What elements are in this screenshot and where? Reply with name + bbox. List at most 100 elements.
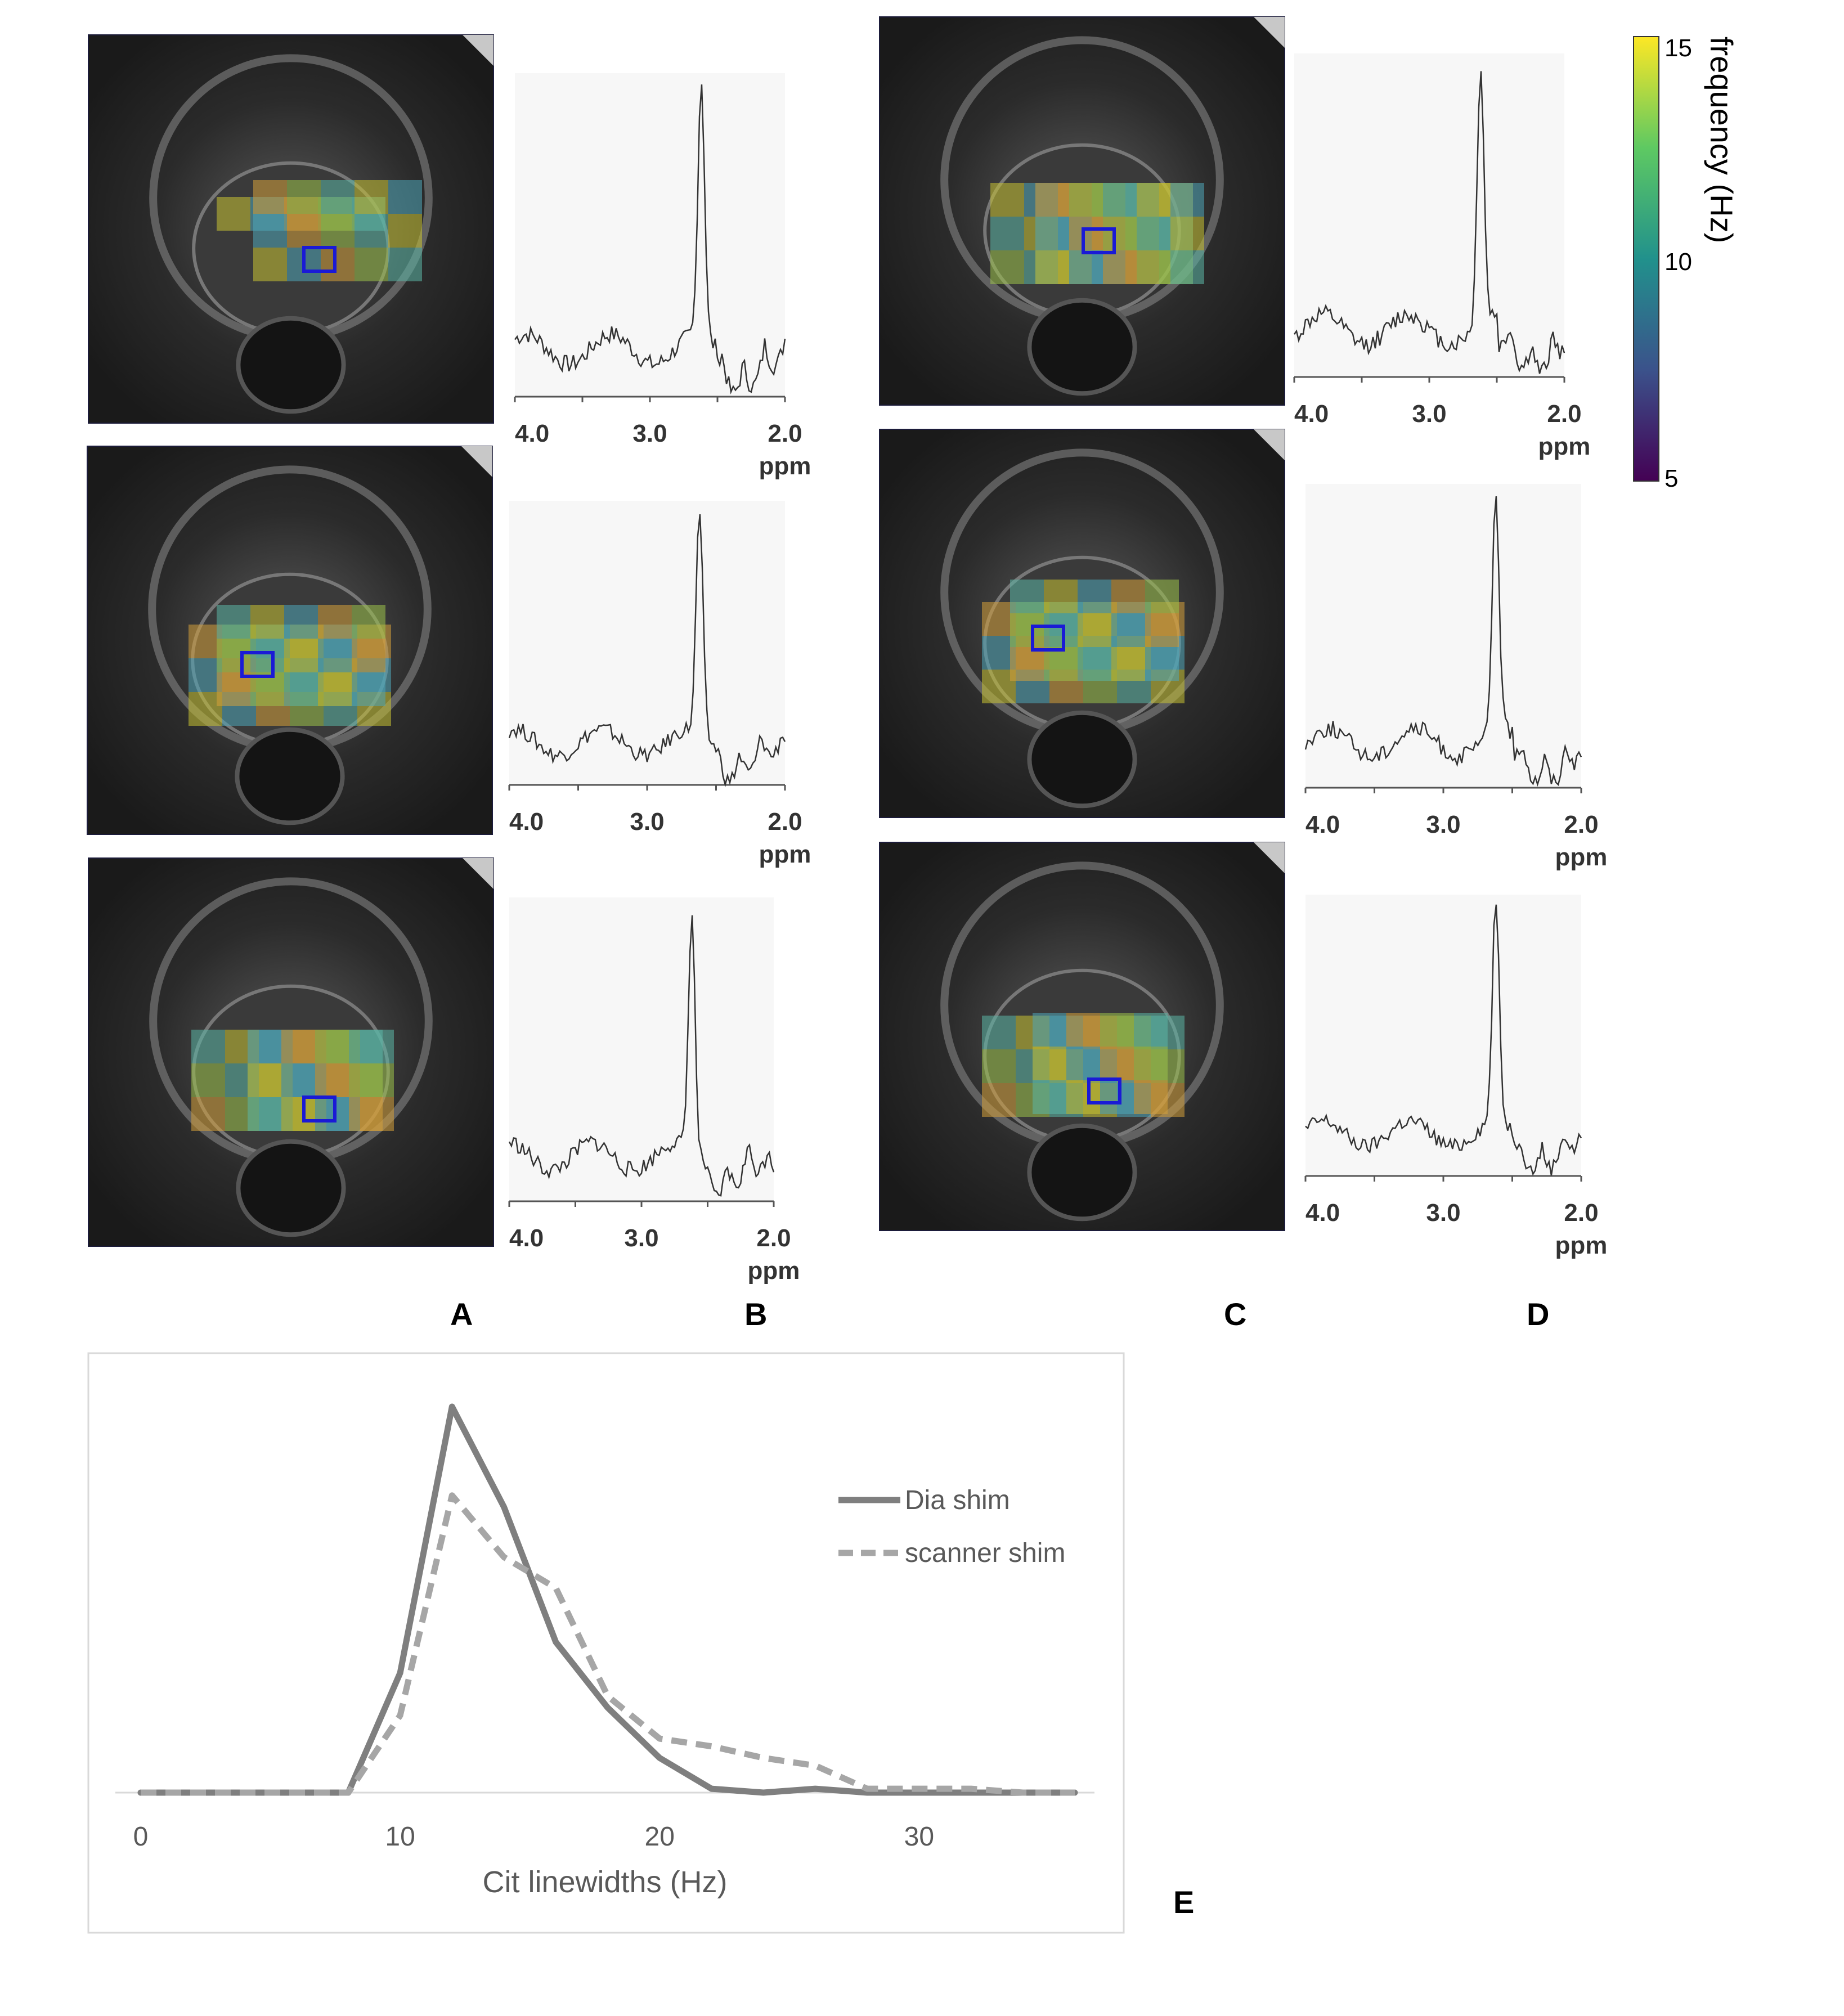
spectrum-tick-label: 4.0	[509, 808, 544, 836]
linewidth-overlay-cell	[248, 1063, 281, 1097]
linewidth-overlay-cell	[1078, 580, 1111, 613]
linewidth-overlay-cell	[982, 1049, 1016, 1083]
spectrum-background	[1305, 895, 1581, 1176]
linewidth-overlay-cell	[1078, 647, 1111, 681]
linewidth-overlay-cell	[217, 605, 250, 639]
spectrum-tick-label: 3.0	[1412, 400, 1446, 428]
spectrum-tick-label: 2.0	[1564, 1199, 1598, 1227]
linewidth-overlay-cell	[1103, 183, 1137, 217]
chart-x-ticks: 0 10 20 30	[133, 1822, 934, 1852]
spectra-column-b: 4.0 3.0 2.0 ppm 4.0 3.0 2.0 ppm 4.0 3.0 2.0 ppm	[508, 73, 811, 1285]
linewidth-overlay-cell	[1069, 250, 1103, 284]
linewidth-overlay-cell	[217, 197, 250, 231]
rectum-region	[1027, 1123, 1137, 1222]
spectrum-tick-label: 2.0	[1564, 811, 1598, 838]
linewidth-overlay-cell	[1170, 183, 1204, 217]
linewidth-overlay-cell	[248, 1030, 281, 1063]
linewidth-overlay-cell	[315, 1063, 349, 1097]
chart-series-group	[137, 1403, 1078, 1796]
linewidth-overlay-cell	[321, 214, 355, 248]
linewidth-overlay-cell	[253, 214, 287, 248]
linewidth-overlay-cell	[1170, 217, 1204, 250]
colorbar-tick-10: 10	[1664, 248, 1692, 276]
spectrum-unit-label: ppm	[1538, 433, 1591, 460]
chart-legend: Dia shim scanner shim	[838, 1485, 1065, 1568]
linewidth-overlay-cell	[1069, 217, 1103, 250]
panel-letter-a: A	[450, 1296, 473, 1332]
linewidth-overlay-cell	[1100, 1080, 1134, 1114]
spectrum-panel: 4.0 3.0 2.0 ppm	[1293, 53, 1591, 460]
mri-image	[87, 446, 493, 835]
linewidth-overlay-cell	[352, 605, 385, 639]
linewidth-overlay-cell	[1033, 1080, 1066, 1114]
linewidth-overlay-cell	[349, 1097, 383, 1131]
linewidth-overlay-cell	[388, 180, 422, 214]
spectrum-unit-label: ppm	[748, 1257, 800, 1285]
mri-image	[88, 857, 494, 1247]
roi-voxel-box	[1031, 625, 1065, 652]
mri-image	[88, 34, 494, 424]
linewidth-overlay-cell	[1033, 1047, 1066, 1080]
linewidth-overlay-cell	[253, 180, 287, 214]
linewidth-overlay-cell	[321, 248, 355, 281]
spectrum-trace	[508, 514, 786, 788]
linewidth-overlay-cell	[349, 1063, 383, 1097]
spectrum-background	[509, 501, 785, 785]
linewidth-overlay-cell	[1078, 613, 1111, 647]
linewidth-overlay-cell	[388, 248, 422, 281]
roi-voxel-box	[1082, 227, 1116, 254]
rectum-region	[235, 727, 345, 825]
linewidth-overlay-cell	[1035, 183, 1069, 217]
corner-marker	[1254, 429, 1285, 460]
spectrum-tick-label: 2.0	[768, 420, 802, 447]
chart-frame	[87, 1352, 1125, 1934]
linewidth-overlay-cell	[355, 214, 388, 248]
linewidth-overlay-cell	[1044, 647, 1078, 681]
linewidth-overlay-cell	[990, 250, 1024, 284]
linewidth-overlay-cell	[1137, 250, 1170, 284]
spectrum-tick-label: 4.0	[1305, 1199, 1340, 1227]
linewidth-overlay-cell	[217, 639, 250, 672]
linewidth-overlay-cell	[1069, 183, 1103, 217]
roi-voxel-box	[302, 246, 337, 273]
linewidth-overlay-cell	[248, 1097, 281, 1131]
linewidth-overlay-cell	[281, 1030, 315, 1063]
linewidth-overlay-cell	[1111, 613, 1145, 647]
linewidth-overlay-cell	[191, 1063, 225, 1097]
linewidth-overlay-cell	[352, 639, 385, 672]
spectrum-tick-label: 3.0	[624, 1224, 658, 1252]
spectrum-tick-label: 4.0	[1294, 400, 1329, 428]
linewidth-overlay-cell	[1170, 250, 1204, 284]
linewidth-overlay-cell	[284, 672, 318, 706]
linewidth-overlay-cell	[1044, 580, 1078, 613]
roi-voxel-box	[1087, 1077, 1121, 1104]
spectrum-unit-label: ppm	[759, 452, 811, 480]
linewidth-overlay-cell	[1111, 647, 1145, 681]
spectrum-trace	[514, 84, 786, 395]
linewidth-overlay-cell	[287, 180, 321, 214]
linewidth-overlay-cell	[1145, 647, 1179, 681]
linewidth-overlay-cell	[1033, 1013, 1066, 1047]
linewidth-overlay-cell	[1100, 1047, 1134, 1080]
linewidth-overlay-cell	[1134, 1080, 1168, 1114]
linewidth-overlay-cell	[1145, 613, 1179, 647]
linewidth-overlay-cell	[287, 214, 321, 248]
corner-marker	[1254, 17, 1285, 48]
linewidth-overlay-cell	[982, 1016, 1016, 1049]
linewidth-overlay-cell	[1111, 580, 1145, 613]
linewidth-overlay-cell	[250, 639, 284, 672]
mri-column-a	[87, 34, 494, 1247]
linewidth-overlay-cell	[315, 1097, 349, 1131]
spectrum-tick-label: 4.0	[509, 1224, 544, 1252]
linewidth-overlay-cell	[1010, 613, 1044, 647]
linewidth-overlay-cell	[281, 1097, 315, 1131]
linewidth-overlay-cell	[284, 605, 318, 639]
rectum-region	[1027, 710, 1137, 809]
colorbar-tick-15: 15	[1664, 34, 1692, 62]
spectrum-tick-label: 4.0	[515, 420, 549, 447]
linewidth-overlay-cell	[1044, 613, 1078, 647]
chart-x-label: Cit linewidths (Hz)	[482, 1865, 727, 1899]
panel-letter-d: D	[1527, 1296, 1549, 1332]
spectrum-tick-label: 3.0	[630, 808, 664, 836]
linewidth-chart: 0 10 20 30 Cit linewidths (Hz) Dia shim sca…	[87, 1352, 1125, 1934]
